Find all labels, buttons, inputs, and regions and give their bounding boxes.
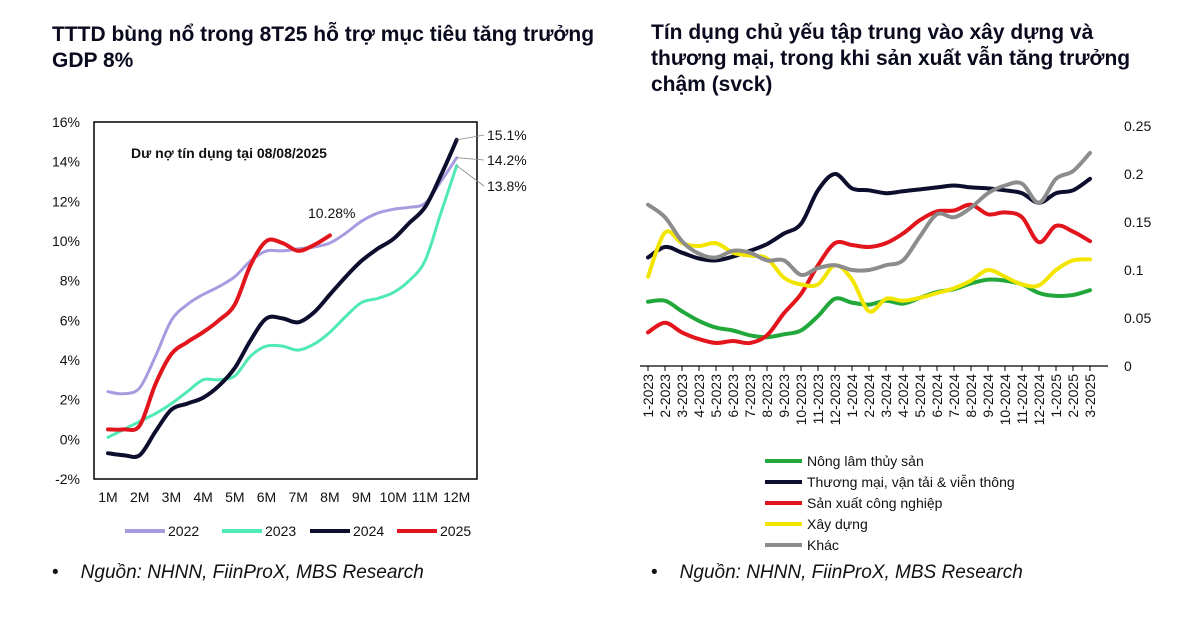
y-tick-label: 6% [60,312,80,328]
left-chart-title: TTTD bùng nổ trong 8T25 hỗ trợ mục tiêu … [52,23,595,72]
y-tick-label: 10% [52,233,80,249]
x-tick-label: 7-2023 [742,374,758,418]
y-tick-label: 4% [60,352,80,368]
x-tick-label: 9-2024 [980,374,996,418]
x-tick-label: 10-2023 [793,374,809,426]
x-tick-label: 1-2025 [1048,374,1064,418]
y-tick-label: 0 [1124,358,1132,374]
x-tick-label: 5M [225,489,244,505]
legend-label: Khác [807,537,839,553]
x-tick-label: 2M [130,489,149,505]
y-tick-label: 12% [52,193,80,209]
x-tick-label: 5-2024 [912,374,928,418]
x-tick-label: 3-2025 [1082,374,1098,418]
legend-label: Sản xuất công nghiệp [807,495,943,511]
leader-line [456,165,485,187]
legend-label: Nông lâm thủy sản [807,453,924,469]
x-tick-label: 7-2024 [946,374,962,418]
x-tick-label: 3-2023 [674,374,690,418]
x-tick-label: 3-2024 [878,374,894,418]
x-tick-label: 5-2023 [708,374,724,418]
x-tick-label: 6-2024 [929,374,945,418]
data-label: 13.8% [487,178,527,194]
legend-label: 2023 [265,523,296,539]
x-tick-label: 7M [288,489,307,505]
legend-label: 2024 [353,523,384,539]
x-tick-label: 9M [352,489,371,505]
y-tick-label: -2% [55,471,80,487]
series-line-2025 [106,233,332,433]
x-tick-label: 3M [162,489,181,505]
leader-line [456,134,485,141]
left-source-note: • Nguồn: NHNN, FiinProX, MBS Research [52,562,424,584]
left-source-text: Nguồn: NHNN, FiinProX, MBS Research [80,562,424,583]
y-tick-label: 0.1 [1124,262,1144,278]
series-line-2023 [106,164,459,439]
series-line [646,229,1092,314]
x-tick-label: 11-2023 [810,374,826,425]
x-tick-label: 8M [320,489,339,505]
y-tick-label: 0.05 [1124,310,1151,326]
data-label: 10.28% [308,205,355,221]
y-tick-label: 0.2 [1124,166,1144,182]
x-tick-label: 2-2025 [1065,374,1081,418]
x-tick-label: 2-2023 [657,374,673,418]
series-line [646,277,1092,340]
right-source-note: • Nguồn: NHNN, FiinProX, MBS Research [651,562,1023,584]
x-tick-label: 12-2023 [827,374,843,426]
x-tick-label: 12-2024 [1031,374,1047,426]
x-tick-label: 2-2024 [861,374,877,418]
legend-label: 2025 [440,523,471,539]
x-tick-label: 4M [193,489,212,505]
y-tick-label: 16% [52,114,80,130]
left-source-bullet: • [52,562,59,583]
y-tick-label: 8% [60,273,80,289]
data-label: 15.1% [487,127,527,143]
x-tick-label: 11-2024 [1014,374,1030,425]
y-tick-label: 0.25 [1124,118,1151,134]
x-tick-label: 11M [412,489,438,505]
x-tick-label: 1-2024 [844,374,860,418]
plot-frame [93,121,478,480]
legend-label: Xây dựng [807,516,868,532]
legend-label: 2022 [168,523,199,539]
x-tick-label: 10-2024 [997,374,1013,426]
data-label: 14.2% [487,152,527,168]
legend-label: Thương mại, vận tải & viễn thông [807,474,1015,490]
x-tick-label: 6-2023 [725,374,741,418]
series-line-2024 [106,137,459,460]
right-source-bullet: • [651,562,658,583]
x-tick-label: 1-2023 [640,374,656,418]
x-tick-label: 4-2024 [895,374,911,418]
series-line [646,202,1092,346]
x-tick-label: 9-2023 [776,374,792,418]
right-chart-title: Tín dụng chủ yếu tập trung vào xây dựng … [651,21,1131,96]
series-line [646,172,1092,263]
chart-annotation: Dư nợ tín dụng tại 08/08/2025 [131,145,327,161]
y-tick-label: 0% [60,431,80,447]
series-line [646,150,1092,277]
series-line-2022 [106,156,459,396]
right-source-text: Nguồn: NHNN, FiinProX, MBS Research [679,562,1023,583]
y-tick-label: 0.15 [1124,214,1151,230]
x-tick-label: 4-2023 [691,374,707,418]
x-tick-label: 6M [257,489,276,505]
y-tick-label: 2% [60,392,80,408]
x-tick-label: 8-2024 [963,374,979,418]
x-tick-label: 12M [443,489,470,505]
x-tick-label: 8-2023 [759,374,775,418]
y-tick-label: 14% [52,154,80,170]
leader-line [456,157,485,161]
x-tick-label: 1M [98,489,117,505]
x-tick-label: 10M [380,489,407,505]
